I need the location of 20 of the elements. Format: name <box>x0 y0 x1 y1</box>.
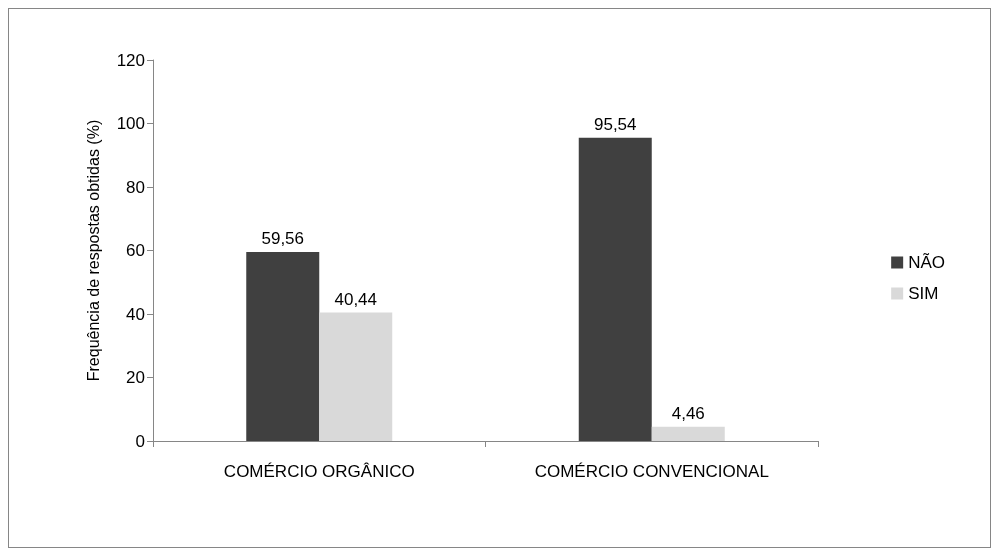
data-label: 4,46 <box>671 403 705 423</box>
legend-label: NÃO <box>908 253 945 272</box>
y-tick-label: 80 <box>126 177 145 197</box>
y-tick-label: 120 <box>116 50 145 70</box>
bar <box>319 312 393 441</box>
bar <box>246 251 320 441</box>
y-axis-title: Frequência de respostas obtidas (%) <box>84 119 102 382</box>
y-tick-label: 100 <box>116 114 145 133</box>
legend-label: SIM <box>908 284 939 303</box>
y-tick-label: 60 <box>126 241 145 260</box>
y-tick-label: 0 <box>135 431 145 451</box>
data-label: 95,54 <box>593 114 637 134</box>
y-tick-label: 40 <box>126 304 145 324</box>
data-label: 59,56 <box>261 228 305 248</box>
data-label: 40,44 <box>334 289 378 309</box>
x-tick-label: COMÉRCIO ORGÂNICO <box>223 462 415 481</box>
bar <box>651 426 725 441</box>
y-tick-label: 20 <box>126 368 145 387</box>
x-tick-label: COMÉRCIO CONVENCIONAL <box>534 462 769 481</box>
bar <box>578 137 652 441</box>
